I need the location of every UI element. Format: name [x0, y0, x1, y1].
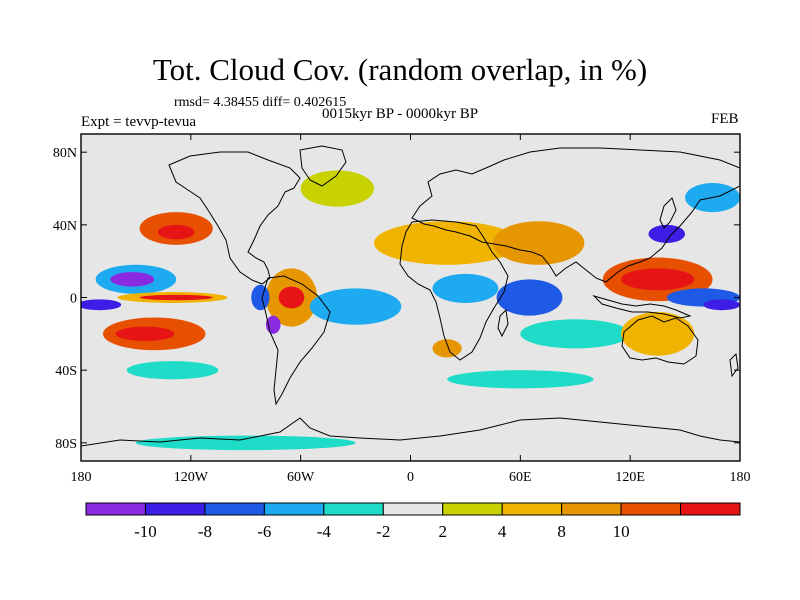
x-tick-label: 120E	[615, 470, 645, 485]
colorbar-label: 4	[498, 522, 507, 541]
colorbar-swatch	[680, 502, 741, 516]
anomaly-region	[300, 170, 374, 207]
y-tick-label: 80S	[55, 437, 77, 452]
anomaly-region	[621, 268, 695, 291]
anomaly-region	[496, 279, 563, 316]
coast-greenland	[299, 145, 347, 187]
anomaly-region	[447, 370, 594, 389]
colorbar-label: -6	[257, 522, 271, 541]
coast-africa	[399, 219, 509, 361]
experiment-label: Expt = tevvp-tevua	[81, 114, 197, 130]
x-tick-label: 120W	[174, 470, 209, 485]
anomaly-region	[492, 221, 585, 265]
colorbar-label: 2	[438, 522, 447, 541]
colorbar-swatch	[85, 502, 146, 516]
anomaly-region	[157, 224, 195, 240]
x-tick-label: 60E	[509, 470, 532, 485]
anomaly-region	[373, 221, 521, 265]
colorbar-swatch	[204, 502, 265, 516]
coast-new-zealand	[729, 352, 739, 378]
anomaly-region	[135, 435, 356, 451]
x-tick-label: 180	[71, 470, 92, 485]
colorbar-swatch	[382, 502, 444, 516]
anomaly-region	[309, 288, 402, 325]
period-label: 0015kyr BP - 0000kyr BP	[322, 106, 479, 122]
colorbar: -10 -8 -6 -4 -2 2 4 8 10	[85, 502, 741, 541]
anomaly-region	[278, 286, 305, 309]
y-tick-label: 40S	[55, 364, 77, 379]
anomaly-region	[703, 299, 740, 311]
anomaly-region	[520, 319, 631, 349]
colorbar-swatch	[561, 502, 622, 516]
colorbar-swatch	[144, 502, 206, 516]
anomaly-layer	[81, 170, 740, 451]
coast-indonesia	[592, 294, 692, 319]
anomaly-region	[81, 299, 122, 311]
coast-europe-asia	[411, 147, 740, 283]
colorbar-label: -8	[198, 522, 212, 541]
anomaly-region	[126, 361, 219, 380]
anomaly-region	[251, 284, 270, 311]
colorbar-label: -4	[317, 522, 332, 541]
colorbar-label: 10	[613, 522, 630, 541]
anomaly-region	[139, 294, 213, 301]
x-axis: 180 120W 60W 0 60E 120E 180	[71, 134, 751, 485]
colorbar-swatch	[323, 502, 384, 516]
y-tick-label: 80N	[53, 146, 77, 161]
coast-japan	[659, 197, 677, 229]
anomaly-region	[115, 326, 175, 342]
colorbar-swatch	[442, 502, 503, 516]
anomaly-region	[432, 339, 462, 358]
y-tick-label: 0	[70, 292, 77, 307]
anomaly-region	[621, 312, 695, 356]
colorbar-label: -10	[134, 522, 157, 541]
colorbar-swatch	[501, 502, 563, 516]
month-label: FEB	[711, 111, 739, 127]
y-axis: 80N 40N 0 40S 80S	[53, 146, 740, 452]
colorbar-swatch	[263, 502, 325, 516]
coastlines	[81, 145, 740, 447]
colorbar-label: -2	[376, 522, 390, 541]
coast-antarctica	[81, 417, 740, 447]
anomaly-region	[432, 273, 499, 303]
x-tick-label: 60W	[287, 470, 315, 485]
colorbar-label: 8	[557, 522, 566, 541]
coast-madagascar	[497, 308, 509, 338]
map-title: Tot. Cloud Cov. (random overlap, in %)	[152, 52, 648, 87]
y-tick-label: 40N	[53, 219, 77, 234]
coast-south-america	[261, 275, 331, 406]
x-tick-label: 180	[730, 470, 751, 485]
coast-australia	[621, 315, 699, 365]
colorbar-swatch	[620, 502, 682, 516]
coast-north-america	[168, 151, 301, 285]
x-tick-label: 0	[407, 470, 414, 485]
stats-label: rmsd= 4.38455 diff= 0.402615	[174, 95, 347, 110]
anomaly-region	[110, 272, 155, 287]
